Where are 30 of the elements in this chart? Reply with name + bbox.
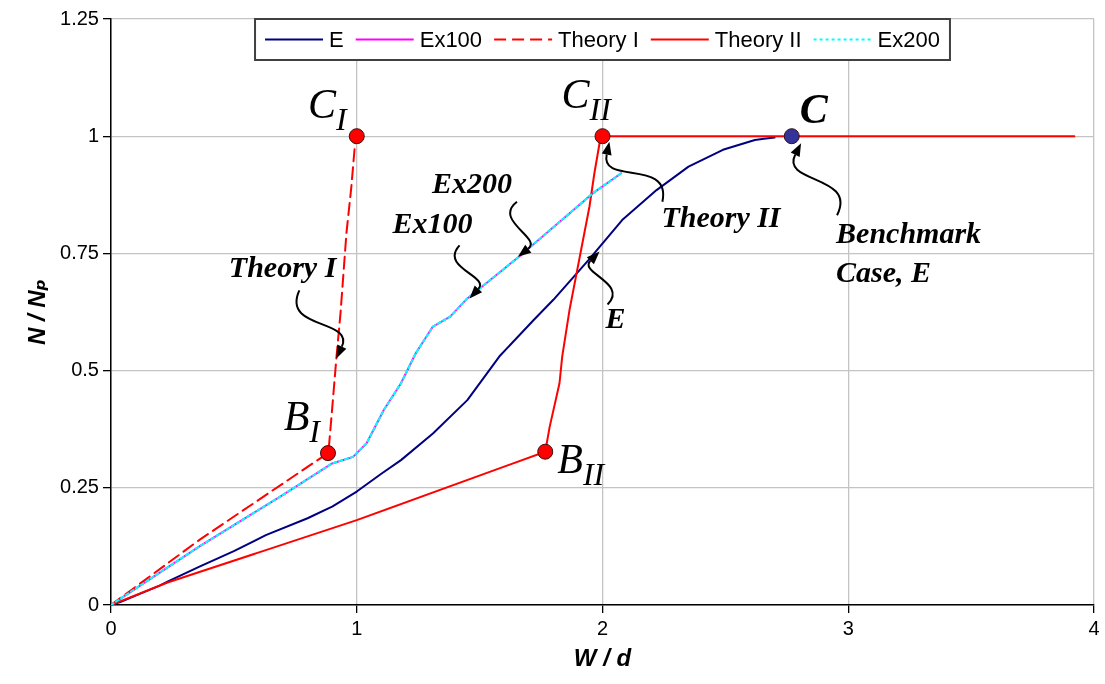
x-tick-label: 0 [105,616,117,639]
point [537,443,554,460]
legend-label: Ex200 [877,26,940,52]
annotation: Benchmark Case, E [835,216,982,289]
legend-label: Theory I [558,26,639,52]
y-tick-label: 0 [87,592,99,615]
annotation: Theory I [228,250,338,284]
point [783,128,800,145]
x-tick-label: 4 [1088,616,1100,639]
legend-label: Ex100 [419,26,483,52]
y-tick-label: 0.25 [60,475,99,498]
point [594,128,611,145]
x-tick-label: 2 [596,616,609,639]
point [320,445,336,462]
y-tick-label: 0.75 [60,240,99,263]
x-axis-title: W / d [573,644,633,672]
annotation: E [604,300,626,334]
annotation: Ex100 [391,206,473,240]
y-tick-label: 0.5 [71,358,99,381]
annotation: C [799,86,829,133]
annotation: Theory II [661,199,782,233]
x-tick-label: 3 [842,616,854,639]
legend-label: Theory II [714,26,802,52]
legend-label: E [329,26,344,52]
annotation: Ex200 [430,165,512,199]
y-axis-title: N / Nₚ [23,278,51,346]
x-tick-label: 1 [351,616,363,639]
point [348,128,365,145]
y-tick-label: 1 [87,123,99,146]
y-tick-label: 1.25 [60,6,99,29]
